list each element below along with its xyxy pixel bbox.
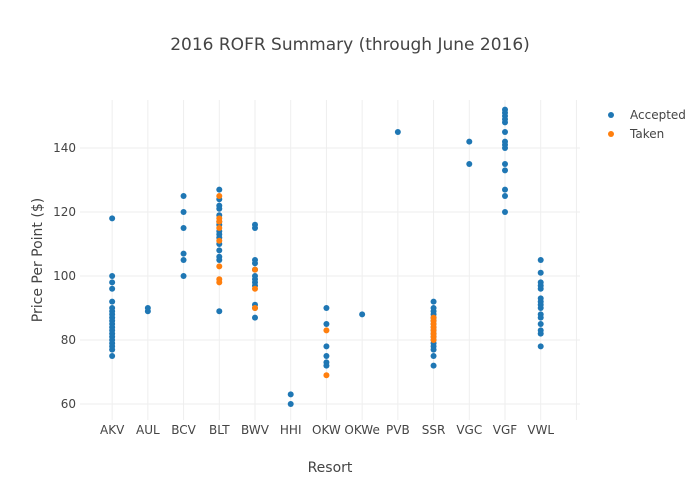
data-point xyxy=(537,330,544,337)
data-point xyxy=(502,161,508,167)
data-point xyxy=(323,343,330,350)
data-point xyxy=(537,314,544,321)
x-tick-label: VGC xyxy=(456,423,482,437)
y-axis-title: Price Per Point ($) xyxy=(30,198,46,322)
x-tick-label: BWV xyxy=(241,423,270,437)
x-tick-label: SSR xyxy=(422,423,446,437)
data-point xyxy=(216,263,223,270)
data-point xyxy=(502,193,508,199)
data-point xyxy=(359,311,366,318)
data-point xyxy=(537,285,544,292)
data-point xyxy=(109,346,116,353)
data-point xyxy=(252,314,258,321)
x-tick-label: BLT xyxy=(209,423,230,437)
x-tick-label: VGF xyxy=(493,423,518,437)
data-point xyxy=(502,209,508,215)
data-point xyxy=(323,362,330,369)
data-point xyxy=(502,119,508,126)
data-point xyxy=(502,167,508,174)
data-point xyxy=(144,308,151,315)
data-point xyxy=(109,285,116,292)
data-point xyxy=(466,161,473,167)
data-point xyxy=(287,391,294,398)
data-point xyxy=(323,353,330,359)
legend-label: Accepted xyxy=(630,108,686,122)
data-point xyxy=(216,225,223,231)
data-point xyxy=(180,225,187,231)
data-point xyxy=(216,218,223,225)
data-point xyxy=(466,138,473,145)
series-taken xyxy=(216,193,437,379)
data-point xyxy=(216,257,223,263)
data-point xyxy=(252,285,258,292)
y-tick-label: 100 xyxy=(53,269,76,283)
data-point xyxy=(502,129,508,135)
x-tick-label: AKV xyxy=(100,423,125,437)
legend-label: Taken xyxy=(629,127,664,141)
data-point xyxy=(216,308,223,315)
data-point xyxy=(323,372,330,379)
y-tick-label: 80 xyxy=(61,333,76,347)
y-tick-label: 120 xyxy=(53,205,76,219)
data-point xyxy=(502,145,508,151)
data-point xyxy=(537,305,544,311)
data-point xyxy=(323,327,330,334)
data-point xyxy=(216,237,223,244)
data-point xyxy=(109,298,116,305)
x-tick-label: BCV xyxy=(171,423,196,437)
data-point xyxy=(252,260,258,267)
data-point xyxy=(216,279,223,286)
data-point xyxy=(430,346,437,353)
legend: Accepted Taken xyxy=(608,108,686,141)
data-point xyxy=(502,186,508,193)
data-point xyxy=(430,353,437,359)
x-tick-label: AUL xyxy=(136,423,160,437)
x-axis-title: Resort xyxy=(308,460,353,476)
legend-marker xyxy=(608,112,614,118)
data-point xyxy=(180,193,187,199)
data-point xyxy=(537,343,544,350)
data-point xyxy=(430,298,437,305)
data-point xyxy=(180,273,187,279)
data-point xyxy=(216,247,223,254)
data-point xyxy=(394,129,401,135)
data-point xyxy=(252,225,258,231)
data-point xyxy=(287,401,294,407)
y-tick-label: 60 xyxy=(61,397,76,411)
data-point xyxy=(180,250,187,257)
x-tick-label: PVB xyxy=(386,423,410,437)
data-point xyxy=(252,305,258,311)
data-point xyxy=(537,321,544,327)
data-point xyxy=(109,215,116,222)
data-point xyxy=(109,273,116,279)
data-point xyxy=(252,266,258,273)
data-point xyxy=(430,362,437,369)
chart-title: 2016 ROFR Summary (through June 2016) xyxy=(170,35,530,55)
data-point xyxy=(180,209,187,215)
x-tick-label: HHI xyxy=(280,423,302,437)
data-point xyxy=(180,257,187,263)
data-point xyxy=(216,193,223,199)
y-axis-ticks: 60 80 100 120 140 xyxy=(53,141,76,411)
y-tick-label: 140 xyxy=(53,141,76,155)
x-axis-ticks: AKV AUL BCV BLT BWV HHI OKW OKWe PVB SSR VGC VGF VWL xyxy=(100,423,554,437)
x-tick-label: OKW xyxy=(312,423,341,437)
x-tick-label: VWL xyxy=(527,423,554,437)
data-point xyxy=(109,353,116,359)
data-point xyxy=(109,279,116,286)
data-point xyxy=(323,321,330,327)
legend-marker xyxy=(608,131,614,137)
data-point xyxy=(537,269,544,276)
data-points xyxy=(109,106,544,407)
data-point xyxy=(216,205,223,212)
data-point xyxy=(430,337,437,343)
data-point xyxy=(537,257,544,263)
data-point xyxy=(216,186,223,193)
data-point xyxy=(323,305,330,311)
x-tick-label: OKWe xyxy=(344,423,379,437)
